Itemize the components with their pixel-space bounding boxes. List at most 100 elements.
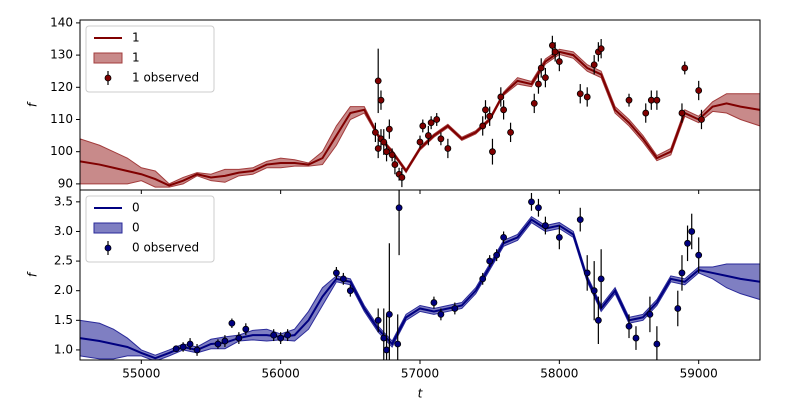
observed-point	[590, 287, 598, 295]
observed-point	[486, 257, 494, 265]
y-tick-label: 90	[58, 176, 73, 190]
legend-marker	[104, 244, 112, 252]
observed-point	[555, 58, 563, 65]
model-line	[80, 50, 760, 187]
x-axis-label: t	[418, 387, 424, 400]
observed-point	[576, 216, 584, 224]
observed-point	[277, 334, 285, 342]
observed-point	[419, 122, 427, 130]
legend-marker	[104, 74, 112, 82]
observed-point	[688, 228, 696, 235]
observed-point	[583, 269, 591, 277]
y-tick-label: 1.5	[54, 313, 73, 327]
observed-point	[398, 174, 406, 181]
observed-point	[380, 334, 388, 342]
observed-point	[385, 310, 393, 318]
observed-point	[653, 96, 661, 104]
observed-point	[576, 90, 584, 98]
observed-point	[632, 334, 640, 342]
observed-point	[346, 287, 354, 295]
y-axis-label: f	[26, 271, 40, 277]
legend-box	[85, 195, 215, 263]
plot-area	[80, 35, 760, 188]
observed-point	[500, 106, 508, 114]
observed-point	[383, 346, 390, 354]
observed-point	[674, 305, 682, 312]
y-tick-label: 2.5	[54, 254, 73, 268]
observed-point	[339, 275, 347, 283]
observed-point	[388, 151, 396, 159]
observed-point	[493, 251, 501, 259]
observed-point	[416, 138, 424, 146]
observed-point	[374, 145, 382, 152]
legend-label: 1 observed	[132, 71, 199, 85]
observed-point	[437, 135, 445, 143]
observed-point	[193, 346, 201, 354]
legend-label: 0 observed	[132, 241, 199, 255]
observed-point	[590, 61, 598, 69]
observed-point	[597, 275, 605, 283]
observed-point	[372, 128, 379, 136]
observed-point	[377, 96, 385, 104]
legend-patch	[93, 222, 123, 234]
observed-point	[548, 42, 556, 49]
observed-point	[625, 96, 633, 104]
observed-point	[597, 45, 605, 53]
y-tick-label: 1.0	[54, 342, 73, 356]
observed-point	[684, 239, 691, 247]
observed-point	[380, 138, 388, 146]
legend-patch	[93, 52, 123, 64]
observed-point	[172, 345, 180, 353]
observed-point	[542, 222, 549, 229]
observed-point	[270, 331, 278, 339]
observed-point	[500, 233, 508, 241]
observed-point	[497, 93, 505, 101]
observed-point	[395, 204, 403, 212]
observed-point	[374, 77, 382, 85]
observed-point	[424, 132, 432, 139]
observed-point	[221, 337, 229, 345]
observed-point	[179, 343, 187, 351]
observed-point	[678, 269, 686, 277]
observed-point	[437, 310, 445, 318]
observed-point	[594, 316, 602, 324]
y-tick-label: 140	[50, 15, 73, 29]
observed-point	[537, 64, 545, 72]
observed-point	[698, 116, 705, 123]
observed-point	[391, 161, 399, 168]
observed-point	[642, 109, 650, 117]
legend-label: 1	[132, 31, 140, 45]
x-tick-label: 58000	[540, 367, 578, 381]
x-tick-label: 57000	[401, 367, 439, 381]
observed-point	[284, 331, 292, 339]
observed-point	[430, 299, 438, 306]
observed-point	[653, 340, 661, 348]
y-tick-label: 2.0	[54, 283, 73, 297]
y-tick-label: 3.5	[54, 194, 73, 208]
x-tick-label: 56000	[262, 367, 300, 381]
confidence-band	[80, 215, 760, 360]
observed-point	[214, 340, 222, 348]
observed-point	[535, 204, 542, 212]
observed-point	[332, 269, 340, 277]
observed-point	[479, 122, 487, 130]
observed-point	[482, 106, 489, 114]
observed-point	[583, 93, 591, 101]
observed-point	[551, 48, 559, 56]
y-tick-label: 110	[50, 112, 73, 126]
observed-point	[486, 112, 494, 120]
x-tick-label: 55000	[122, 367, 160, 381]
observed-point	[186, 340, 194, 348]
legend-label: 0	[132, 201, 140, 215]
observed-point	[383, 148, 390, 156]
plot-area	[80, 190, 760, 360]
observed-point	[427, 119, 435, 127]
observed-point	[678, 109, 686, 117]
observed-point	[385, 125, 393, 133]
observed-point	[235, 334, 243, 342]
observed-point	[394, 340, 402, 348]
observed-point	[695, 251, 703, 259]
observed-point	[542, 74, 549, 82]
legend-label: 1	[132, 51, 140, 65]
